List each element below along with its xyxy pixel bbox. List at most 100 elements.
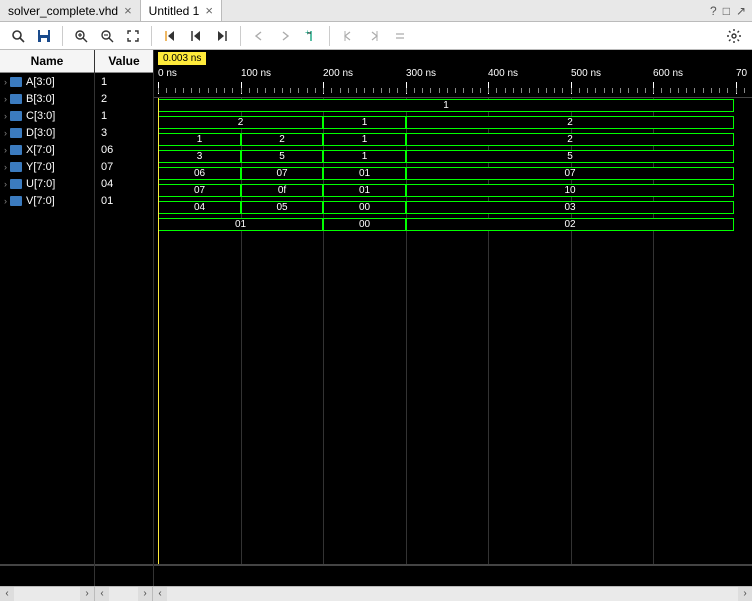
- goto-start-button[interactable]: [158, 24, 182, 48]
- wave-row[interactable]: 04050003: [154, 200, 752, 215]
- wave-segment[interactable]: 3: [158, 150, 241, 163]
- expand-icon[interactable]: ›: [4, 77, 7, 87]
- wave-segment[interactable]: 2: [241, 133, 323, 146]
- wave-row[interactable]: 3515: [154, 149, 752, 164]
- svg-text:+: +: [305, 29, 310, 37]
- scroll-track[interactable]: [14, 587, 80, 601]
- wave-segment[interactable]: 2: [406, 116, 734, 129]
- signal-name-row[interactable]: ›A[3:0]: [0, 73, 94, 90]
- wave-segment[interactable]: 07: [158, 184, 241, 197]
- step-fwd-button[interactable]: [210, 24, 234, 48]
- wave-segment[interactable]: 1: [323, 133, 406, 146]
- save-button[interactable]: [32, 24, 56, 48]
- next-edge-button[interactable]: [273, 24, 297, 48]
- wave-row[interactable]: 1: [154, 98, 752, 113]
- scroll-right-icon[interactable]: ›: [738, 587, 752, 601]
- expand-icon[interactable]: ›: [4, 179, 7, 189]
- wave-segment[interactable]: 01: [323, 167, 406, 180]
- wave-segment[interactable]: 2: [406, 133, 734, 146]
- wave-segment[interactable]: 03: [406, 201, 734, 214]
- signal-name-row[interactable]: ›D[3:0]: [0, 124, 94, 141]
- scroll-track[interactable]: [109, 587, 138, 601]
- wave-segment[interactable]: 1: [158, 133, 241, 146]
- wave-segment[interactable]: 07: [241, 167, 323, 180]
- signal-value-row: 06: [95, 141, 153, 158]
- wave-segment[interactable]: 07: [406, 167, 734, 180]
- maximize-icon[interactable]: □: [723, 4, 730, 18]
- add-marker-button[interactable]: +: [299, 24, 323, 48]
- tab-untitled[interactable]: Untitled 1 ×: [141, 0, 222, 21]
- expand-icon[interactable]: ›: [4, 196, 7, 206]
- close-icon[interactable]: ×: [124, 4, 132, 17]
- wave-segment[interactable]: 1: [323, 150, 406, 163]
- settings-button[interactable]: [722, 24, 746, 48]
- scroll-left-icon[interactable]: ‹: [153, 587, 167, 601]
- wave-row[interactable]: 010002: [154, 217, 752, 232]
- search-button[interactable]: [6, 24, 30, 48]
- scroll-right-icon[interactable]: ›: [80, 587, 94, 601]
- zoom-in-button[interactable]: [69, 24, 93, 48]
- signal-name-row[interactable]: ›B[3:0]: [0, 90, 94, 107]
- signal-name-row[interactable]: ›X[7:0]: [0, 141, 94, 158]
- cursor-line[interactable]: [158, 98, 159, 564]
- expand-icon[interactable]: ›: [4, 111, 7, 121]
- prev-edge-button[interactable]: [247, 24, 271, 48]
- expand-icon[interactable]: ›: [4, 128, 7, 138]
- wave-row[interactable]: 070f0110: [154, 183, 752, 198]
- signal-value-row: 04: [95, 175, 153, 192]
- wave-row[interactable]: 212: [154, 115, 752, 130]
- hscroll-bar: ‹ › ‹ › ‹ ›: [0, 586, 752, 600]
- wave-segment[interactable]: 5: [241, 150, 323, 163]
- scroll-track[interactable]: [167, 587, 738, 601]
- signal-name-row[interactable]: › U[7:0]: [0, 175, 94, 192]
- scroll-right-icon[interactable]: ›: [138, 587, 152, 601]
- wave-segment[interactable]: 04: [158, 201, 241, 214]
- bus-icon: [10, 196, 22, 206]
- signal-name-row[interactable]: ›Y[7:0]: [0, 158, 94, 175]
- swap-button[interactable]: [388, 24, 412, 48]
- external-icon[interactable]: ↗: [736, 4, 746, 18]
- toolbar: +: [0, 22, 752, 50]
- scroll-left-icon[interactable]: ‹: [95, 587, 109, 601]
- zoom-out-button[interactable]: [95, 24, 119, 48]
- scroll-left-icon[interactable]: ‹: [0, 587, 14, 601]
- wave-segment[interactable]: 2: [158, 116, 323, 129]
- window-controls: ? □ ↗: [710, 0, 752, 21]
- waveform-canvas[interactable]: 12121212351506070107070f0110040500030100…: [154, 98, 752, 564]
- wave-segment[interactable]: 0f: [241, 184, 323, 197]
- separator: [151, 26, 152, 46]
- wave-segment[interactable]: 1: [158, 99, 734, 112]
- time-ruler[interactable]: 0 ns100 ns200 ns300 ns400 ns500 ns600 ns…: [154, 68, 752, 98]
- signal-name: U[7:0]: [26, 178, 55, 190]
- help-icon[interactable]: ?: [710, 4, 717, 18]
- waveform-area[interactable]: 0.003 ns 0 ns100 ns200 ns300 ns400 ns500…: [154, 50, 752, 586]
- tab-solver[interactable]: solver_complete.vhd ×: [0, 0, 141, 21]
- close-icon[interactable]: ×: [205, 4, 213, 17]
- time-tick: 500 ns: [571, 68, 601, 79]
- wave-segment[interactable]: 00: [323, 201, 406, 214]
- signal-name-row[interactable]: ›C[3:0]: [0, 107, 94, 124]
- tab-label: solver_complete.vhd: [8, 4, 118, 18]
- signal-name-row[interactable]: ›V[7:0]: [0, 192, 94, 209]
- wave-segment[interactable]: 01: [323, 184, 406, 197]
- wave-segment[interactable]: 02: [406, 218, 734, 231]
- wave-row[interactable]: 06070107: [154, 166, 752, 181]
- step-back-button[interactable]: [184, 24, 208, 48]
- wave-segment[interactable]: 05: [241, 201, 323, 214]
- marker-prev-button[interactable]: [336, 24, 360, 48]
- wave-segment[interactable]: 06: [158, 167, 241, 180]
- wave-segment[interactable]: 5: [406, 150, 734, 163]
- wave-segment[interactable]: 00: [323, 218, 406, 231]
- panel-footer: [0, 564, 94, 586]
- zoom-fit-button[interactable]: [121, 24, 145, 48]
- marker-next-button[interactable]: [362, 24, 386, 48]
- expand-icon[interactable]: ›: [4, 162, 7, 172]
- wave-segment[interactable]: 01: [158, 218, 323, 231]
- expand-icon[interactable]: ›: [4, 145, 7, 155]
- wave-segment[interactable]: 10: [406, 184, 734, 197]
- signal-value-row: 2: [95, 90, 153, 107]
- wave-segment[interactable]: 1: [323, 116, 406, 129]
- expand-icon[interactable]: ›: [4, 94, 7, 104]
- wave-row[interactable]: 1212: [154, 132, 752, 147]
- separator: [240, 26, 241, 46]
